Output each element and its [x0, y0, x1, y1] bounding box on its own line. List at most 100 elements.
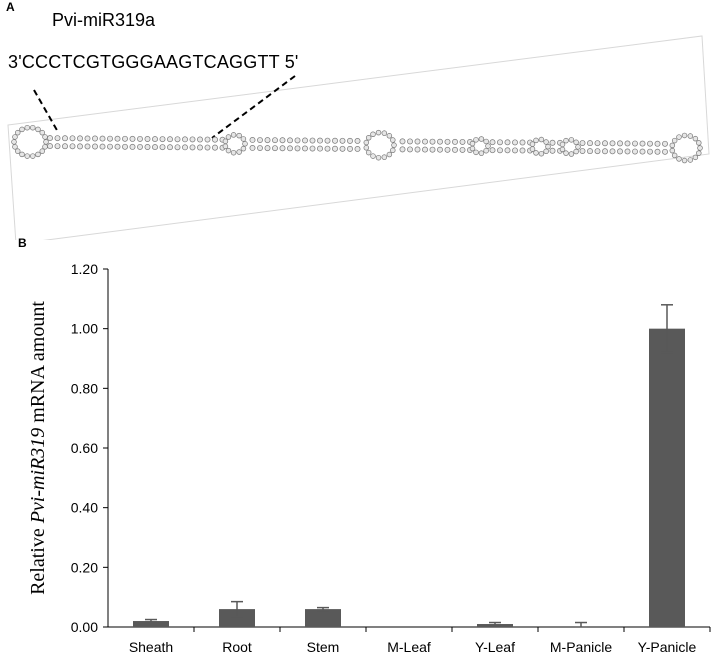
nucleotide	[594, 148, 601, 155]
nucleotide	[399, 146, 406, 153]
nucleotide	[212, 136, 218, 143]
nucleotide	[647, 140, 653, 147]
y-tick-label: 0.40	[71, 500, 98, 516]
nucleotide	[563, 137, 569, 144]
nucleotide	[92, 143, 98, 150]
nucleotide	[444, 138, 451, 145]
nucleotide	[317, 145, 323, 152]
nucleotide	[444, 146, 451, 153]
nucleotide	[230, 132, 237, 138]
chart-axes	[103, 268, 711, 632]
nucleotide	[662, 148, 668, 155]
nucleotide	[497, 139, 503, 146]
nucleotide	[99, 135, 106, 142]
nucleotide	[324, 137, 331, 144]
nucleotide	[414, 146, 421, 153]
nucleotide	[347, 137, 353, 144]
nucleotide	[681, 132, 688, 139]
nucleotide	[189, 136, 196, 143]
nucleotide	[332, 137, 338, 144]
nucleotide	[654, 148, 661, 155]
nucleotide	[174, 136, 181, 143]
chart-error-bars	[145, 304, 673, 628]
nucleotide	[504, 147, 511, 154]
y-label-suffix: mRNA amount	[27, 301, 49, 428]
nucleotide	[375, 154, 382, 161]
nucleotide	[236, 149, 242, 155]
nucleotide	[519, 139, 526, 146]
nucleotide	[363, 139, 370, 146]
nucleotide	[632, 148, 638, 155]
nucleotide	[676, 134, 682, 140]
nucleotide	[602, 148, 608, 155]
nucleotide	[386, 133, 393, 139]
nucleotide	[407, 138, 413, 145]
bar-sheath	[133, 621, 169, 627]
nucleotide	[122, 143, 128, 150]
nucleotide	[545, 143, 551, 150]
nucleotide	[39, 148, 46, 154]
nucleotide	[30, 124, 36, 131]
nucleotide	[573, 148, 579, 155]
nucleotide	[24, 124, 30, 131]
nucleotide	[473, 149, 479, 156]
nucleotide	[533, 137, 539, 144]
nucleotide	[302, 145, 308, 152]
nucleotide	[77, 143, 83, 150]
nucleotide	[543, 148, 549, 155]
nucleotide	[189, 144, 196, 151]
nucleotide	[225, 134, 232, 140]
nucleotide	[240, 145, 247, 152]
nucleotide	[437, 138, 443, 145]
nucleotide	[294, 137, 301, 144]
nucleotide	[669, 147, 676, 154]
nucleotide	[122, 135, 128, 142]
nucleotide	[236, 132, 242, 139]
nucleotide	[264, 137, 271, 144]
nucleotide	[429, 146, 436, 153]
nucleotide	[483, 138, 489, 145]
nucleotide	[538, 150, 545, 157]
nucleotide	[370, 131, 376, 137]
nucleotide	[478, 136, 485, 142]
x-tick-label-root: Root	[222, 639, 252, 655]
nucleotide	[568, 137, 575, 143]
nucleotide	[594, 140, 601, 147]
nucleotide	[14, 129, 21, 136]
nucleotide	[14, 148, 21, 154]
nucleotide	[317, 137, 323, 144]
nucleotide	[294, 145, 301, 152]
pointer-line-right	[211, 75, 296, 139]
mirna-sequence: 3'CCCTCGTGGGAAGTCAGGTT 5'	[8, 52, 299, 72]
nucleotide	[240, 136, 247, 142]
nucleotide	[696, 140, 702, 146]
y-tick-label: 0.20	[71, 559, 98, 575]
nucleotide	[422, 146, 428, 153]
nucleotide	[69, 143, 76, 150]
y-label-gene: Pvi-miR319	[27, 428, 49, 525]
nucleotide	[573, 139, 579, 146]
nucleotide	[287, 137, 293, 144]
nucleotide	[473, 137, 479, 143]
nucleotide	[365, 149, 372, 156]
nucleotide	[671, 137, 678, 144]
nucleotide	[429, 138, 436, 145]
nucleotide	[167, 144, 173, 151]
x-tick-label-sheath: Sheath	[129, 639, 173, 655]
nucleotide	[437, 146, 443, 153]
nucleotide	[347, 145, 353, 152]
nucleotide	[69, 135, 76, 142]
nucleotide	[549, 147, 556, 154]
nucleotide	[264, 145, 271, 152]
nucleotide	[54, 143, 61, 150]
nucleotide	[84, 143, 91, 150]
nucleotide	[212, 144, 218, 151]
nucleotide	[354, 137, 361, 144]
nucleotide	[483, 147, 489, 154]
nucleotide	[339, 145, 346, 152]
nucleotide	[422, 138, 428, 145]
nucleotide	[579, 148, 586, 154]
y-tick-labels: 0.00 0.20 0.40 0.60 0.80 1.00 1.20	[71, 261, 98, 635]
nucleotide	[257, 145, 263, 151]
nucleotide	[309, 137, 316, 144]
